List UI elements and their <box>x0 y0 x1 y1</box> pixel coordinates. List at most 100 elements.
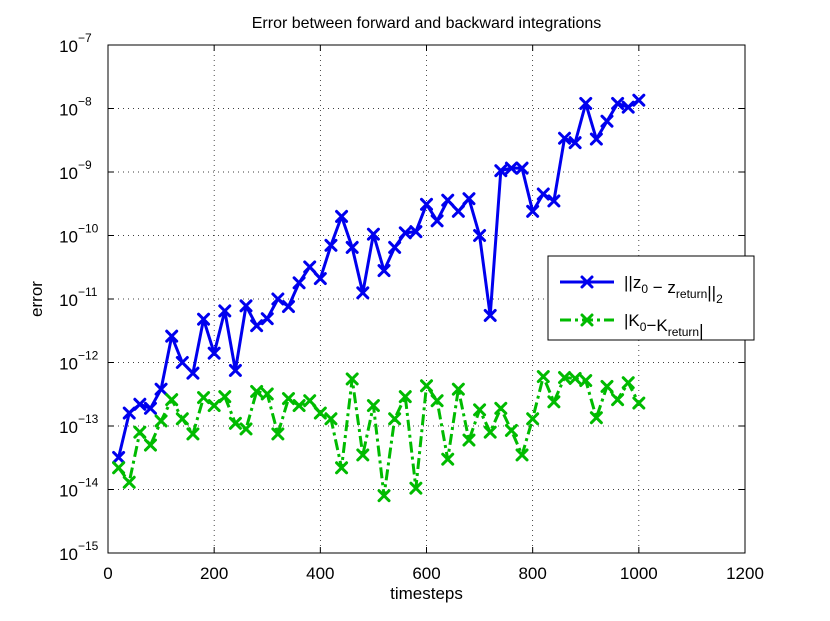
series-1 <box>112 93 646 464</box>
y-axis-label: error <box>27 281 46 317</box>
data-point <box>324 238 338 252</box>
data-point <box>420 197 433 211</box>
legend-text-part: − z <box>648 278 676 297</box>
series-2 <box>112 370 646 503</box>
data-point <box>366 399 380 413</box>
data-point <box>271 292 285 306</box>
data-point <box>239 422 253 436</box>
data-point <box>579 96 593 110</box>
data-point <box>579 374 593 388</box>
data-point <box>356 448 370 462</box>
legend-marker <box>580 275 594 289</box>
data-point <box>558 131 572 145</box>
data-point <box>611 96 625 110</box>
data-point <box>504 161 518 175</box>
data-point <box>558 371 572 385</box>
legend-subscript: return <box>668 325 699 339</box>
data-point <box>186 427 200 441</box>
data-point <box>133 425 147 439</box>
data-point <box>388 412 402 426</box>
data-point <box>600 379 614 393</box>
data-point <box>175 356 189 369</box>
x-tick-label: 0 <box>103 564 112 583</box>
data-point <box>621 100 635 114</box>
legend-marker <box>580 313 594 327</box>
y-tick-label: 10 <box>59 291 78 310</box>
legend-subscript: return <box>676 287 707 301</box>
legend-text-part: | <box>699 321 703 340</box>
data-point <box>494 164 508 178</box>
data-point <box>420 379 433 393</box>
data-point <box>441 452 455 466</box>
data-point <box>409 225 423 239</box>
data-point <box>621 376 635 390</box>
data-point <box>483 425 497 439</box>
data-point <box>345 240 359 254</box>
data-point <box>175 412 189 426</box>
data-point <box>451 382 465 396</box>
y-tick-label: 10 <box>59 101 78 120</box>
data-point <box>600 114 614 128</box>
data-point <box>526 204 540 218</box>
data-point <box>143 401 157 415</box>
data-point <box>143 438 157 452</box>
data-point <box>165 329 179 343</box>
series-layer <box>112 93 646 503</box>
x-tick-label: 800 <box>518 564 546 583</box>
y-tick-label: 10 <box>59 545 78 564</box>
data-point <box>526 412 540 426</box>
data-point <box>154 414 168 428</box>
data-point <box>377 489 391 503</box>
data-point <box>377 264 391 278</box>
data-point <box>250 319 264 333</box>
data-point <box>366 227 380 241</box>
data-point <box>281 392 295 406</box>
legend-text-part: ||z <box>624 273 641 292</box>
data-point <box>430 394 444 408</box>
data-point <box>303 394 317 408</box>
legend-text-part: || <box>707 283 716 302</box>
legend-text-part: −K <box>646 316 668 335</box>
data-point <box>112 450 126 464</box>
x-tick-label: 1000 <box>620 564 658 583</box>
y-tick-label: 10 <box>59 482 78 501</box>
ticks <box>107 44 746 554</box>
y-tick-exponent: −15 <box>78 539 99 553</box>
y-tick-exponent: −13 <box>78 412 99 426</box>
y-tick-exponent: −7 <box>78 31 92 45</box>
data-point <box>260 387 274 401</box>
data-point <box>303 260 317 274</box>
data-point <box>568 136 582 150</box>
y-tick-label: 10 <box>59 418 78 437</box>
data-point <box>207 399 221 413</box>
legend-subscript: 2 <box>716 292 723 306</box>
x-axis-label: timesteps <box>390 584 463 603</box>
data-point <box>441 193 455 207</box>
data-point <box>122 406 136 420</box>
data-point <box>292 276 306 290</box>
data-point <box>632 93 646 107</box>
data-point <box>409 481 423 495</box>
legend-subscript: 0 <box>641 282 648 296</box>
data-point <box>239 299 253 313</box>
series-line <box>117 375 641 498</box>
data-point <box>281 300 295 314</box>
data-point <box>462 192 476 206</box>
x-tick-label: 400 <box>306 564 334 583</box>
data-point <box>430 214 444 228</box>
y-tick-label: 10 <box>59 228 78 247</box>
chart-title: Error between forward and backward integ… <box>252 15 602 32</box>
data-point <box>218 304 232 318</box>
y-tick-exponent: −10 <box>78 222 99 236</box>
data-point <box>388 240 402 254</box>
y-tick-exponent: −11 <box>78 285 98 299</box>
legend: ||z0 − zreturn||2|K0−Kreturn| <box>547 255 755 341</box>
data-point <box>197 391 211 405</box>
data-point <box>260 312 274 326</box>
data-point <box>547 194 561 208</box>
data-point <box>398 390 412 404</box>
legend-text-part: |K <box>624 311 640 330</box>
data-point <box>611 393 625 407</box>
